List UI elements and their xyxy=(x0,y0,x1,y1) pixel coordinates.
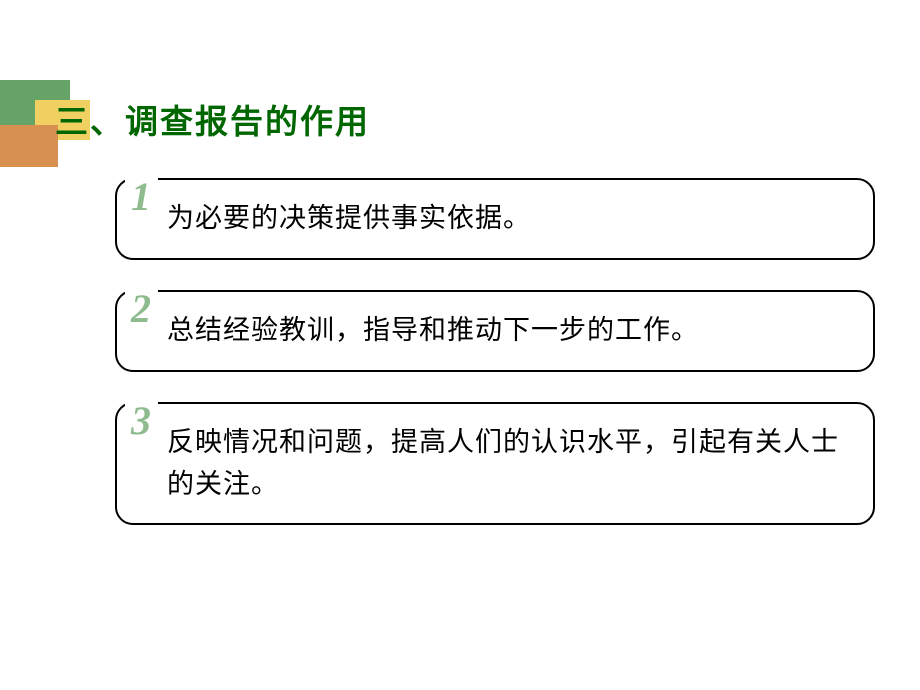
item-number-1: 1 xyxy=(125,166,158,228)
slide-title: 三、调查报告的作用 xyxy=(55,95,370,143)
list-item: 2 总结经验教训，指导和推动下一步的工作。 xyxy=(115,290,875,372)
item-text-2: 总结经验教训，指导和推动下一步的工作。 xyxy=(167,315,699,345)
content-area: 1 为必要的决策提供事实依据。 2 总结经验教训，指导和推动下一步的工作。 3 … xyxy=(115,170,875,555)
block-orange xyxy=(0,125,58,167)
list-item: 3 反映情况和问题，提高人们的认识水平，引起有关人士的关注。 xyxy=(115,402,875,526)
item-number-2: 2 xyxy=(125,278,158,340)
item-number-3: 3 xyxy=(125,390,158,452)
item-text-3: 反映情况和问题，提高人们的认识水平，引起有关人士的关注。 xyxy=(167,427,839,499)
list-item: 1 为必要的决策提供事实依据。 xyxy=(115,178,875,260)
item-text-1: 为必要的决策提供事实依据。 xyxy=(167,203,531,233)
